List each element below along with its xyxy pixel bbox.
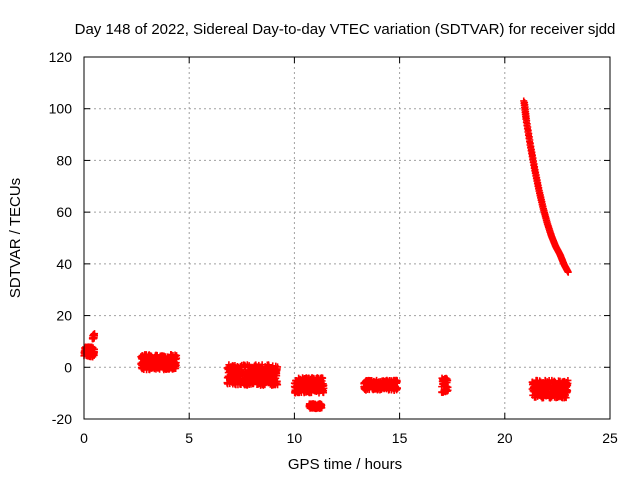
x-tick-label: 5 xyxy=(185,430,193,446)
data-point xyxy=(444,383,452,391)
y-tick-label: -20 xyxy=(52,411,72,427)
chart-title: Day 148 of 2022, Sidereal Day-to-day VTE… xyxy=(75,21,616,38)
data-point xyxy=(564,268,572,276)
data-point xyxy=(91,332,99,340)
data-point xyxy=(444,376,452,384)
y-tick-label: 60 xyxy=(56,204,72,220)
y-tick-label: 120 xyxy=(49,49,73,65)
x-tick-label: 10 xyxy=(287,430,303,446)
x-tick-label: 20 xyxy=(497,430,513,446)
x-tick-label: 0 xyxy=(80,430,88,446)
data-point xyxy=(320,381,328,389)
data-points xyxy=(80,97,572,413)
x-tick-label: 25 xyxy=(602,430,618,446)
data-point xyxy=(564,387,572,395)
data-point xyxy=(393,378,401,386)
y-tick-label: 100 xyxy=(49,101,73,117)
axis-ticks: 0 5 10 15 20 25 -20 0 20 40 60 80 100 120 xyxy=(49,49,618,446)
data-point xyxy=(91,348,99,356)
data-point xyxy=(173,352,181,360)
data-point xyxy=(274,363,282,371)
y-tick-label: 80 xyxy=(56,152,72,168)
data-point xyxy=(274,381,282,389)
x-axis-label: GPS time / hours xyxy=(288,456,402,473)
plot-frame xyxy=(83,56,611,420)
data-point xyxy=(393,384,401,392)
grid-lines xyxy=(84,57,610,419)
y-tick-label: 20 xyxy=(56,308,72,324)
data-point xyxy=(564,376,572,384)
x-tick-label: 15 xyxy=(392,430,408,446)
y-tick-label: 0 xyxy=(64,359,72,375)
data-point xyxy=(318,404,326,412)
y-tick-label: 40 xyxy=(56,256,72,272)
y-axis-label: SDTVAR / TECUs xyxy=(7,178,24,298)
